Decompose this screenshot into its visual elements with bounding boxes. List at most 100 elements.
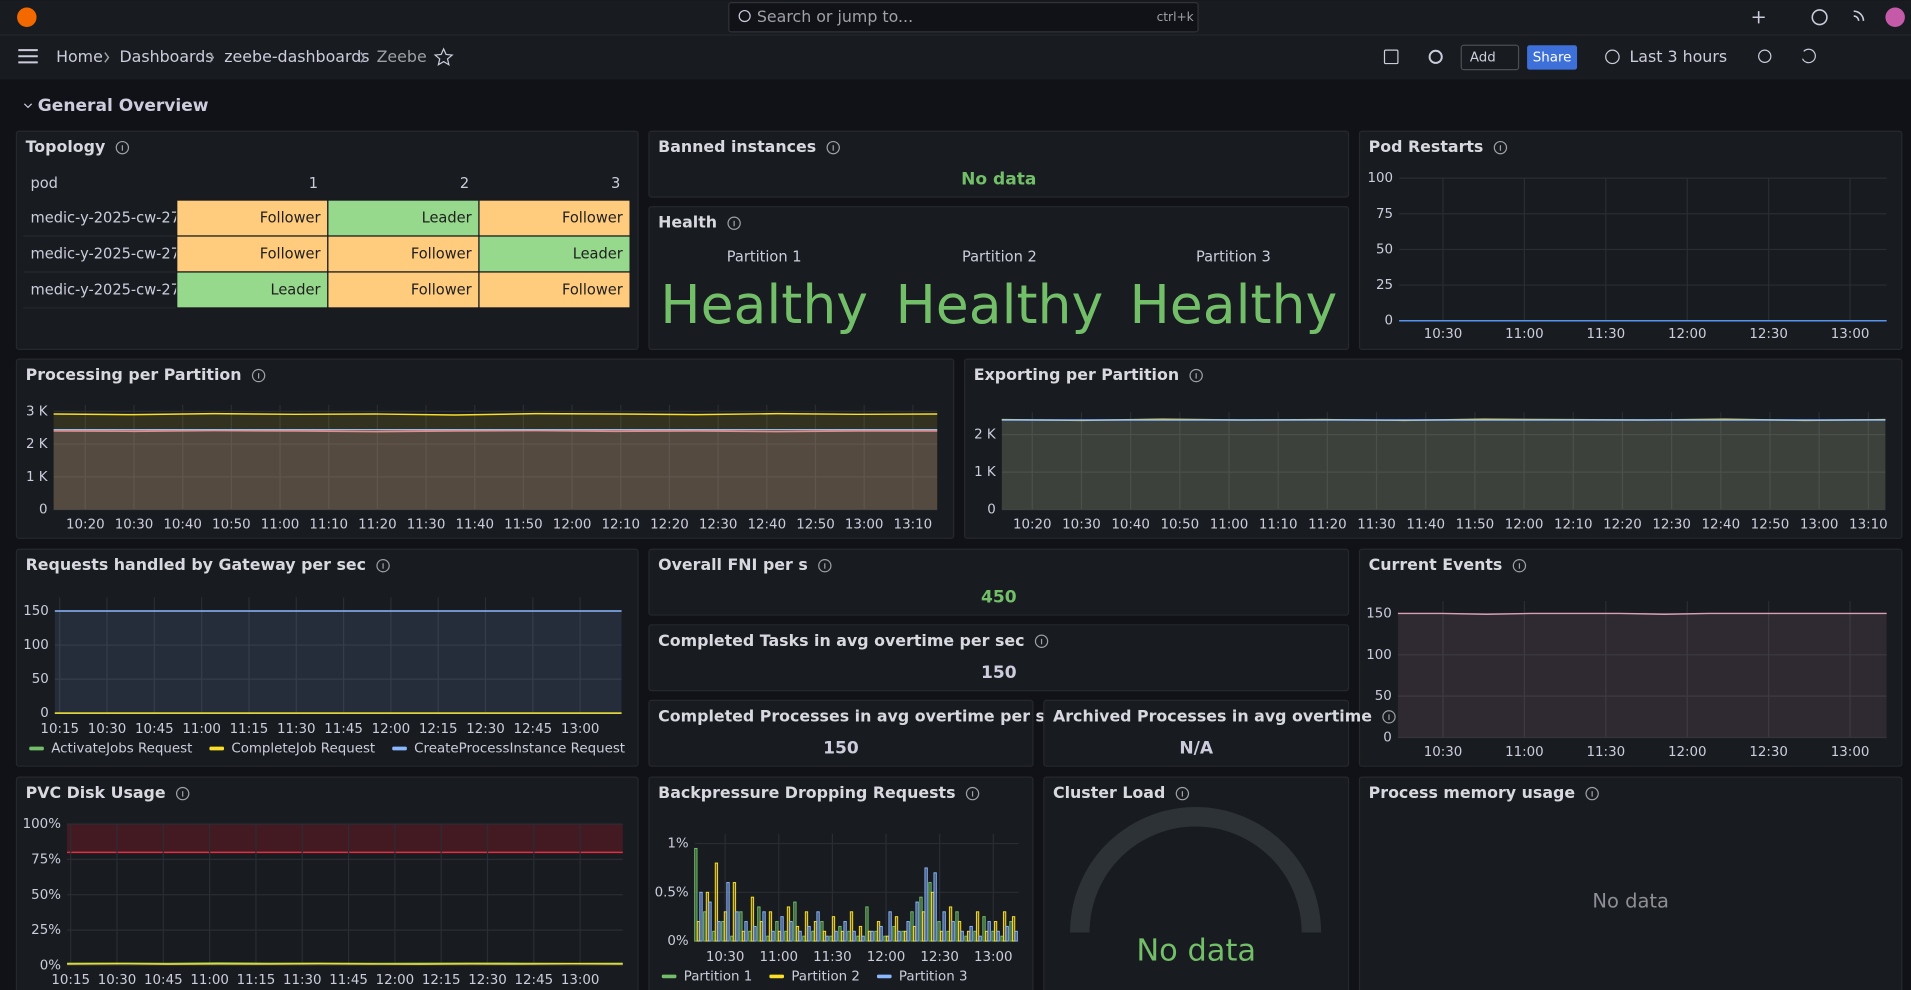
bar xyxy=(1009,921,1013,942)
bar xyxy=(829,935,833,942)
breadcrumb[interactable]: Dashboards xyxy=(119,47,213,66)
y-tick-label: 0 xyxy=(1385,314,1394,329)
gauge-value: No data xyxy=(1136,934,1256,969)
y-tick-label: 50 xyxy=(32,672,49,687)
cell xyxy=(176,235,329,273)
series-area xyxy=(1001,419,1886,510)
x-tick-label: 12:45 xyxy=(515,973,554,988)
refresh-icon[interactable] xyxy=(1801,48,1816,64)
help-icon[interactable] xyxy=(1811,9,1828,26)
cell-text: Follower xyxy=(562,281,623,298)
panel[interactable] xyxy=(648,699,1034,767)
x-tick-label: 12:00 xyxy=(553,517,592,532)
bar xyxy=(820,921,824,942)
x-tick-label: 13:00 xyxy=(845,517,884,532)
plus-icon[interactable] xyxy=(1752,11,1765,24)
menu-icon[interactable] xyxy=(18,49,38,64)
bar xyxy=(696,921,701,942)
panel[interactable] xyxy=(1358,130,1903,350)
x-tick-label: 11:45 xyxy=(324,722,363,737)
bar xyxy=(996,930,1000,942)
avatar[interactable] xyxy=(1885,7,1905,28)
bar xyxy=(744,921,748,942)
bar xyxy=(708,901,712,942)
x-tick-label: 11:00 xyxy=(1210,517,1249,532)
x-tick-label: 12:40 xyxy=(748,517,787,532)
legend-label: ActivateJobs Request xyxy=(51,742,192,757)
breadcrumb[interactable]: Home xyxy=(56,47,103,66)
panel[interactable] xyxy=(648,130,1350,198)
bar xyxy=(957,921,962,942)
panel[interactable] xyxy=(1358,548,1903,767)
legend-swatch xyxy=(209,746,225,751)
x-tick-label: 10:30 xyxy=(1424,327,1463,342)
bar xyxy=(973,930,977,942)
search-icon xyxy=(738,9,751,23)
stat-value: N/A xyxy=(1179,739,1213,759)
bar xyxy=(951,921,955,942)
y-tick-label: 0.5% xyxy=(655,885,689,900)
x-tick-label: 11:30 xyxy=(283,973,322,988)
cell-text: Leader xyxy=(422,209,472,226)
settings-icon[interactable] xyxy=(1428,49,1443,64)
panel[interactable] xyxy=(1043,699,1350,767)
breadcrumb[interactable]: zeebe-dashboards xyxy=(224,47,369,66)
bar xyxy=(978,935,982,942)
bar xyxy=(699,891,703,942)
bar xyxy=(921,911,926,942)
cell xyxy=(327,235,480,273)
stat-value: 150 xyxy=(981,663,1017,683)
share-button[interactable] xyxy=(1527,45,1578,70)
bar xyxy=(748,930,752,942)
zoom-out-icon[interactable] xyxy=(1758,49,1772,63)
row-title[interactable]: General Overview xyxy=(38,96,209,116)
panel[interactable] xyxy=(15,548,639,767)
legend-swatch xyxy=(661,974,677,979)
search-box[interactable] xyxy=(728,2,1199,33)
panel[interactable] xyxy=(648,624,1350,692)
y-tick-label: 50% xyxy=(31,888,61,903)
x-tick-label: 13:00 xyxy=(561,973,600,988)
bar xyxy=(987,921,991,942)
x-tick-label: 11:50 xyxy=(1456,517,1495,532)
x-tick-label: 13:00 xyxy=(974,950,1013,965)
panel[interactable] xyxy=(1043,776,1350,990)
news-icon[interactable] xyxy=(1853,10,1865,22)
bar xyxy=(739,911,743,942)
bar xyxy=(919,896,923,942)
column-header: 1 xyxy=(309,175,318,192)
panel[interactable] xyxy=(1358,776,1903,990)
panel[interactable] xyxy=(964,358,1903,539)
panel-title: Banned instances xyxy=(658,137,816,156)
x-tick-label: 11:30 xyxy=(1357,517,1396,532)
logo[interactable] xyxy=(17,7,37,28)
save-icon[interactable] xyxy=(1383,49,1399,65)
top-icons[interactable] xyxy=(1752,9,1865,26)
add-button[interactable] xyxy=(1460,44,1520,71)
legend-label: Partition 3 xyxy=(899,969,968,984)
bar xyxy=(888,911,892,942)
cell-text: Follower xyxy=(562,209,623,226)
bar xyxy=(789,921,793,942)
x-tick-label: 11:40 xyxy=(455,517,494,532)
panel-title: Processing per Partition xyxy=(26,365,242,384)
info-icon xyxy=(1585,786,1599,801)
y-tick-label: 1% xyxy=(667,837,688,852)
panel[interactable] xyxy=(648,206,1350,350)
cell-text: Follower xyxy=(260,209,321,226)
time-range[interactable]: Last 3 hours xyxy=(1629,47,1727,66)
bar xyxy=(759,921,764,942)
y-tick-label: 75 xyxy=(1376,207,1393,222)
bar xyxy=(703,911,707,942)
column-header: 2 xyxy=(460,175,469,192)
panel[interactable] xyxy=(15,358,955,539)
bar xyxy=(1005,925,1009,942)
star-icon[interactable] xyxy=(433,47,454,67)
collapse-icon[interactable] xyxy=(23,103,33,109)
panel[interactable] xyxy=(15,776,639,990)
legend-label: Partition 2 xyxy=(791,969,860,984)
stat-value: 450 xyxy=(981,587,1017,607)
bar xyxy=(732,882,737,942)
panel[interactable] xyxy=(648,548,1350,616)
bar xyxy=(780,916,784,942)
